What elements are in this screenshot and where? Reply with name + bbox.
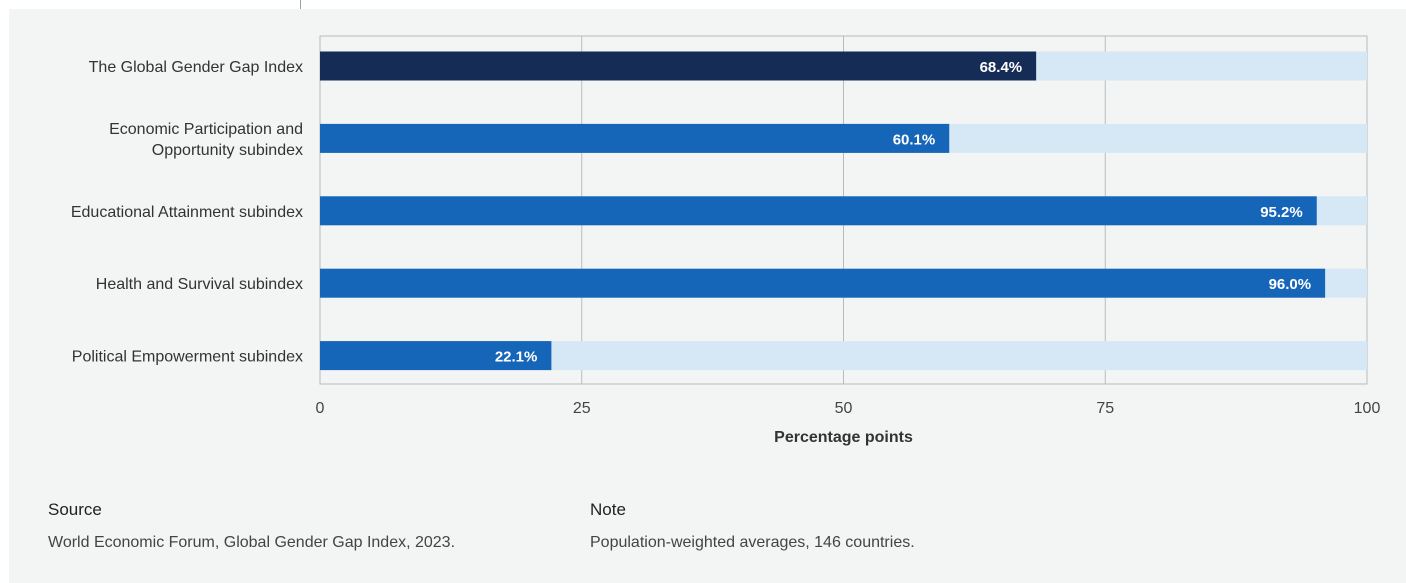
bar	[320, 341, 552, 371]
top-divider-tick	[300, 0, 301, 9]
category-label: Political Empowerment subindex	[72, 349, 303, 366]
source-block: Source World Economic Forum, Global Gend…	[48, 500, 455, 552]
category-label: Opportunity subindex	[152, 142, 303, 159]
x-tick-label: 50	[835, 400, 853, 417]
x-tick-label: 25	[573, 400, 591, 417]
category-label: Health and Survival subindex	[96, 276, 303, 293]
note-text: Population-weighted averages, 146 countr…	[590, 534, 915, 551]
x-axis-label: Percentage points	[774, 429, 913, 446]
bar	[320, 268, 1326, 298]
bar	[320, 51, 1037, 81]
bar-value-label: 68.4%	[980, 59, 1023, 76]
note-block: Note Population-weighted averages, 146 c…	[590, 500, 915, 552]
source-heading: Source	[48, 500, 102, 519]
bar-value-label: 95.2%	[1260, 204, 1303, 221]
category-label: Educational Attainment subindex	[71, 204, 303, 221]
category-label: Economic Participation and	[109, 121, 303, 138]
x-tick-label: 100	[1354, 400, 1381, 417]
source-text: World Economic Forum, Global Gender Gap …	[48, 534, 456, 551]
bar-value-label: 60.1%	[893, 131, 936, 148]
bar	[320, 196, 1317, 226]
note-heading: Note	[590, 500, 626, 519]
bar-value-label: 22.1%	[495, 349, 538, 366]
x-tick-label: 75	[1096, 400, 1114, 417]
bar	[320, 123, 950, 153]
x-tick-label: 0	[316, 400, 325, 417]
category-label: The Global Gender Gap Index	[89, 59, 303, 76]
bar-chart: 68.4% The Global Gender Gap Index 60.1% Eco…	[71, 35, 1381, 446]
bar-value-label: 96.0%	[1269, 276, 1312, 293]
